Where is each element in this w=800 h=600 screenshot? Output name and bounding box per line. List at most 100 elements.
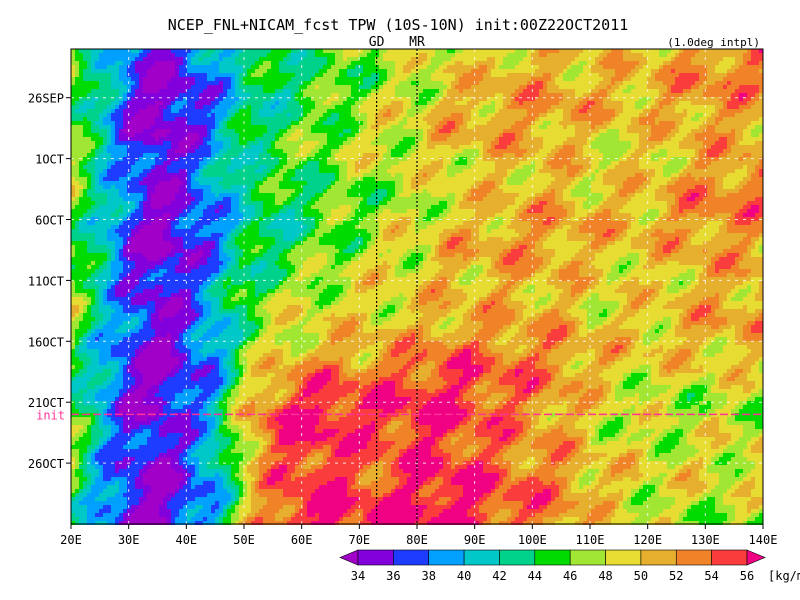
heat-cell	[575, 53, 579, 57]
heat-cell	[523, 149, 527, 153]
heat-cell	[107, 145, 111, 149]
heat-cell	[427, 93, 431, 97]
heat-cell	[379, 81, 383, 85]
heat-cell	[339, 69, 343, 73]
heat-cell	[627, 101, 631, 105]
heat-cell	[211, 69, 215, 73]
heat-cell	[443, 149, 447, 153]
heat-cell	[663, 77, 667, 81]
heat-cell	[487, 81, 491, 85]
heat-cell	[199, 117, 203, 121]
heat-cell	[131, 129, 135, 133]
heat-cell	[543, 133, 547, 137]
heat-cell	[527, 57, 531, 61]
heat-cell	[319, 125, 323, 129]
heat-cell	[723, 81, 727, 85]
heat-cell	[99, 105, 103, 109]
heat-cell	[691, 97, 695, 101]
heat-cell	[683, 69, 687, 73]
heat-cell	[343, 81, 347, 85]
heat-cell	[143, 117, 147, 121]
heat-cell	[131, 117, 135, 121]
heat-cell	[283, 121, 287, 125]
heat-cell	[87, 105, 91, 109]
heat-cell	[447, 105, 451, 109]
heat-cell	[623, 65, 627, 69]
heat-cell	[291, 65, 295, 69]
heat-cell	[207, 57, 211, 61]
heat-cell	[451, 93, 455, 97]
heat-cell	[471, 137, 475, 141]
heat-cell	[527, 65, 531, 69]
heat-cell	[135, 137, 139, 141]
heat-cell	[471, 85, 475, 89]
heat-cell	[695, 137, 699, 141]
heat-cell	[319, 161, 323, 165]
heat-cell	[219, 157, 223, 161]
heat-cell	[323, 81, 327, 85]
heat-cell	[647, 77, 651, 81]
heat-cell	[751, 113, 755, 117]
heat-cell	[383, 145, 387, 149]
heat-cell	[595, 97, 599, 101]
heat-cell	[399, 125, 403, 129]
heat-cell	[91, 149, 95, 153]
heat-cell	[495, 85, 499, 89]
heat-cell	[175, 133, 179, 137]
heat-cell	[283, 61, 287, 65]
heat-cell	[311, 161, 315, 165]
heat-cell	[663, 129, 667, 133]
heat-cell	[223, 65, 227, 69]
heat-cell	[323, 57, 327, 61]
heat-cell	[275, 153, 279, 157]
heat-cell	[627, 137, 631, 141]
heat-cell	[359, 81, 363, 85]
heat-cell	[219, 81, 223, 85]
heat-cell	[339, 125, 343, 129]
heat-cell	[211, 81, 215, 85]
heat-cell	[407, 125, 411, 129]
heat-cell	[179, 61, 183, 65]
heat-cell	[319, 73, 323, 77]
heat-cell	[371, 145, 375, 149]
heat-cell	[379, 61, 383, 65]
heat-cell	[511, 65, 515, 69]
heat-cell	[143, 153, 147, 157]
heat-cell	[535, 153, 539, 157]
heat-cell	[675, 109, 679, 113]
heat-cell	[531, 105, 535, 109]
heat-cell	[251, 105, 255, 109]
heat-cell	[75, 93, 79, 97]
heat-cell	[507, 149, 511, 153]
heat-cell	[579, 153, 583, 157]
heat-cell	[147, 65, 151, 69]
heat-cell	[263, 101, 267, 105]
heat-cell	[187, 161, 191, 165]
heat-cell	[419, 53, 423, 57]
heat-cell	[395, 101, 399, 105]
heat-cell	[223, 69, 227, 73]
heat-cell	[291, 125, 295, 129]
heat-cell	[751, 145, 755, 149]
heat-cell	[699, 93, 703, 97]
heat-cell	[703, 69, 707, 73]
heat-cell	[343, 149, 347, 153]
heat-cell	[691, 133, 695, 137]
heat-cell	[275, 141, 279, 145]
heat-cell	[255, 65, 259, 69]
heat-cell	[731, 57, 735, 61]
heat-cell	[291, 113, 295, 117]
heat-cell	[395, 113, 399, 117]
heat-cell	[507, 117, 511, 121]
heat-cell	[679, 73, 683, 77]
heat-cell	[283, 69, 287, 73]
heat-cell	[327, 65, 331, 69]
heat-cell	[307, 137, 311, 141]
heat-cell	[523, 89, 527, 93]
heat-cell	[343, 77, 347, 81]
heat-cell	[435, 141, 439, 145]
heat-cell	[439, 49, 443, 53]
heat-cell	[347, 121, 351, 125]
heat-cell	[523, 57, 527, 61]
heat-cell	[635, 129, 639, 133]
